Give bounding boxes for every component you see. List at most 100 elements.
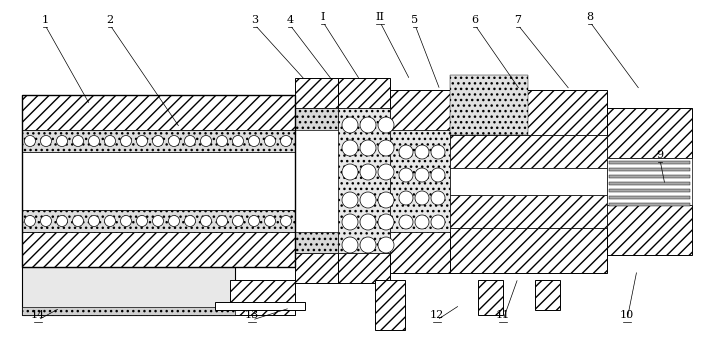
Bar [607,108,692,158]
Bar [450,75,528,135]
Text: 1: 1 [41,15,48,25]
Bar [22,95,295,130]
Circle shape [248,216,259,226]
Circle shape [40,216,52,226]
Circle shape [40,135,52,147]
Circle shape [342,192,358,208]
Text: 5: 5 [411,15,418,25]
Circle shape [72,135,84,147]
Text: 6: 6 [471,15,479,25]
Circle shape [169,135,179,147]
Circle shape [152,135,164,147]
Circle shape [57,216,67,226]
Circle shape [281,135,291,147]
Circle shape [378,214,394,230]
Circle shape [399,168,413,182]
Circle shape [431,168,445,182]
Circle shape [89,216,99,226]
Circle shape [57,135,67,147]
Circle shape [378,164,394,180]
Circle shape [216,216,228,226]
Bar [22,267,235,315]
Circle shape [399,145,413,159]
Bar [390,130,450,143]
Text: 4: 4 [286,15,294,25]
Circle shape [137,135,147,147]
Circle shape [360,117,376,133]
Bar [295,253,338,283]
Circle shape [360,237,376,253]
Bar [609,182,690,185]
Circle shape [137,216,147,226]
Circle shape [415,191,429,205]
Bar [450,135,607,168]
Circle shape [342,164,358,180]
Text: 12: 12 [430,310,444,320]
Bar [375,280,405,330]
Text: 11: 11 [496,310,510,320]
Text: 9: 9 [657,150,664,160]
Bar [450,195,607,228]
Circle shape [169,216,179,226]
Circle shape [184,135,196,147]
Text: 7: 7 [515,15,522,25]
Bar [478,280,503,315]
Circle shape [25,216,35,226]
Circle shape [378,237,394,253]
Circle shape [342,117,358,133]
Circle shape [431,215,445,229]
Bar [295,232,338,253]
Text: 13: 13 [245,310,259,320]
Circle shape [264,135,276,147]
Bar [450,90,607,135]
Bar [22,152,295,210]
Bar [390,90,450,143]
Circle shape [233,135,243,147]
Text: I: I [320,12,325,22]
Bar [450,228,607,273]
Text: 2: 2 [106,15,113,25]
Bar [607,205,692,255]
Circle shape [264,216,276,226]
Bar [390,220,450,273]
Bar [607,158,692,205]
Bar [22,232,295,267]
Circle shape [72,216,84,226]
Circle shape [104,135,116,147]
Bar [22,130,295,152]
Bar [609,161,690,164]
Circle shape [184,216,196,226]
Text: 3: 3 [252,15,259,25]
Bar [609,196,690,199]
Text: II: II [376,12,384,22]
Bar [230,280,295,315]
Circle shape [415,145,429,159]
Bar [609,168,690,171]
Bar [338,253,390,283]
Bar [609,175,690,178]
Circle shape [104,216,116,226]
Circle shape [378,192,394,208]
Circle shape [233,216,243,226]
Circle shape [431,191,445,205]
Circle shape [25,135,35,147]
Bar [22,95,295,267]
Bar [609,189,690,192]
Circle shape [431,145,445,159]
Circle shape [121,216,131,226]
Circle shape [360,164,376,180]
Circle shape [360,140,376,156]
Text: 8: 8 [586,12,593,22]
Circle shape [378,140,394,156]
Bar [390,130,450,232]
Bar [535,280,560,310]
Text: 10: 10 [620,310,634,320]
Circle shape [121,135,131,147]
Bar [390,220,450,232]
Bar [450,168,607,195]
Circle shape [415,168,429,182]
Circle shape [360,192,376,208]
Circle shape [399,215,413,229]
Bar [22,210,295,232]
Bar [295,78,338,108]
